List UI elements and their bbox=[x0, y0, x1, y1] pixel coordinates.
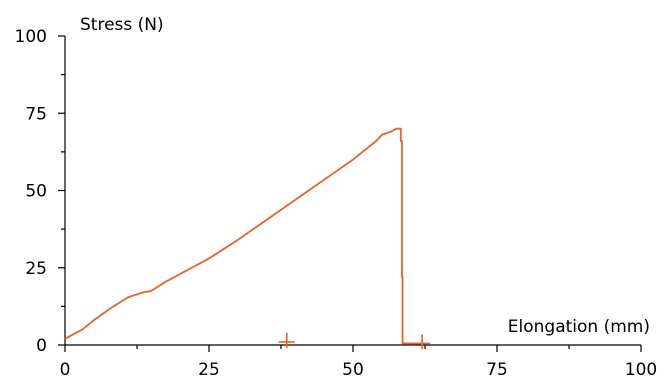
series-line bbox=[64, 127, 423, 345]
x-tick-label: 75 bbox=[486, 360, 508, 380]
y-tick-label: 25 bbox=[25, 259, 47, 279]
chart-tick-labels: 0 25 50 75 100 0 25 50 75 100 bbox=[15, 27, 658, 380]
x-axis-title: Elongation (mm) bbox=[508, 317, 650, 337]
y-tick-label: 0 bbox=[36, 336, 47, 356]
chart-axes bbox=[64, 36, 641, 346]
y-tick-label: 50 bbox=[25, 182, 47, 202]
x-tick-label: 50 bbox=[342, 360, 364, 380]
y-tick-label: 75 bbox=[25, 104, 47, 124]
y-axis-title: Stress (N) bbox=[80, 15, 164, 35]
chart-plot-area bbox=[64, 127, 431, 350]
chart-ticks bbox=[58, 35, 642, 352]
crosshair-marker bbox=[278, 332, 295, 348]
x-tick-label: 25 bbox=[198, 360, 220, 380]
y-tick-label: 100 bbox=[15, 27, 47, 47]
x-tick-label: 0 bbox=[60, 360, 71, 380]
crosshair-marker bbox=[414, 334, 431, 350]
x-tick-label: 100 bbox=[625, 360, 657, 380]
